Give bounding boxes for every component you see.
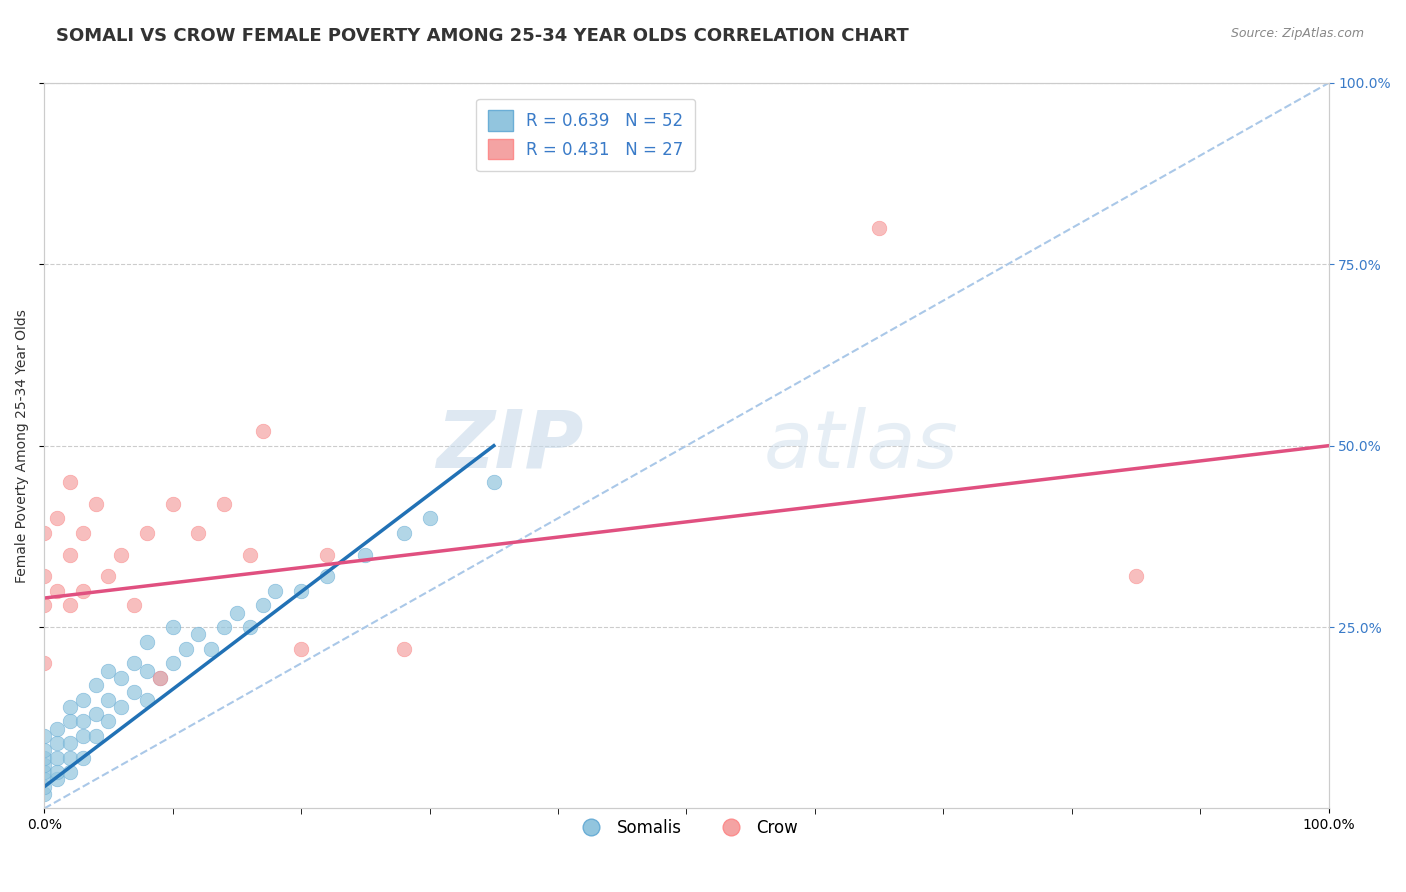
- Point: [419, 511, 441, 525]
- Point: [72, 729, 94, 743]
- Point: [122, 685, 145, 699]
- Point: [110, 671, 132, 685]
- Point: [162, 497, 184, 511]
- Point: [97, 714, 120, 729]
- Point: [868, 221, 890, 235]
- Point: [84, 729, 107, 743]
- Point: [315, 569, 337, 583]
- Point: [59, 699, 82, 714]
- Point: [46, 511, 69, 525]
- Point: [32, 569, 55, 583]
- Point: [32, 657, 55, 671]
- Point: [46, 750, 69, 764]
- Point: [72, 583, 94, 598]
- Point: [72, 714, 94, 729]
- Point: [84, 678, 107, 692]
- Point: [32, 750, 55, 764]
- Point: [136, 634, 159, 648]
- Point: [174, 641, 197, 656]
- Point: [136, 525, 159, 540]
- Point: [239, 620, 262, 634]
- Point: [1125, 569, 1147, 583]
- Legend: Somalis, Crow: Somalis, Crow: [568, 813, 804, 844]
- Point: [392, 525, 415, 540]
- Point: [59, 765, 82, 780]
- Point: [239, 548, 262, 562]
- Point: [32, 787, 55, 801]
- Point: [59, 714, 82, 729]
- Point: [46, 772, 69, 787]
- Point: [97, 569, 120, 583]
- Point: [84, 497, 107, 511]
- Text: SOMALI VS CROW FEMALE POVERTY AMONG 25-34 YEAR OLDS CORRELATION CHART: SOMALI VS CROW FEMALE POVERTY AMONG 25-3…: [56, 27, 910, 45]
- Point: [72, 525, 94, 540]
- Point: [354, 548, 377, 562]
- Point: [59, 599, 82, 613]
- Point: [162, 657, 184, 671]
- Point: [392, 641, 415, 656]
- Point: [187, 525, 209, 540]
- Point: [32, 772, 55, 787]
- Point: [187, 627, 209, 641]
- Point: [32, 780, 55, 794]
- Point: [212, 497, 235, 511]
- Point: [46, 736, 69, 750]
- Point: [84, 707, 107, 722]
- Text: Source: ZipAtlas.com: Source: ZipAtlas.com: [1230, 27, 1364, 40]
- Text: ZIP: ZIP: [436, 407, 583, 484]
- Point: [46, 765, 69, 780]
- Point: [290, 641, 312, 656]
- Point: [162, 620, 184, 634]
- Point: [97, 664, 120, 678]
- Point: [200, 641, 222, 656]
- Point: [59, 750, 82, 764]
- Point: [110, 548, 132, 562]
- Point: [32, 525, 55, 540]
- Point: [252, 424, 274, 438]
- Point: [46, 722, 69, 736]
- Point: [315, 548, 337, 562]
- Point: [59, 475, 82, 489]
- Point: [72, 750, 94, 764]
- Point: [226, 606, 249, 620]
- Point: [72, 692, 94, 706]
- Point: [32, 729, 55, 743]
- Point: [32, 599, 55, 613]
- Y-axis label: Female Poverty Among 25-34 Year Olds: Female Poverty Among 25-34 Year Olds: [15, 309, 30, 582]
- Point: [482, 475, 505, 489]
- Text: atlas: atlas: [763, 407, 959, 484]
- Point: [136, 664, 159, 678]
- Point: [59, 736, 82, 750]
- Point: [46, 583, 69, 598]
- Point: [252, 599, 274, 613]
- Point: [264, 583, 287, 598]
- Point: [212, 620, 235, 634]
- Point: [136, 692, 159, 706]
- Point: [149, 671, 172, 685]
- Point: [32, 765, 55, 780]
- Point: [110, 699, 132, 714]
- Point: [122, 599, 145, 613]
- Point: [290, 583, 312, 598]
- Point: [32, 758, 55, 772]
- Point: [122, 657, 145, 671]
- Point: [97, 692, 120, 706]
- Point: [32, 743, 55, 757]
- Point: [59, 548, 82, 562]
- Point: [149, 671, 172, 685]
